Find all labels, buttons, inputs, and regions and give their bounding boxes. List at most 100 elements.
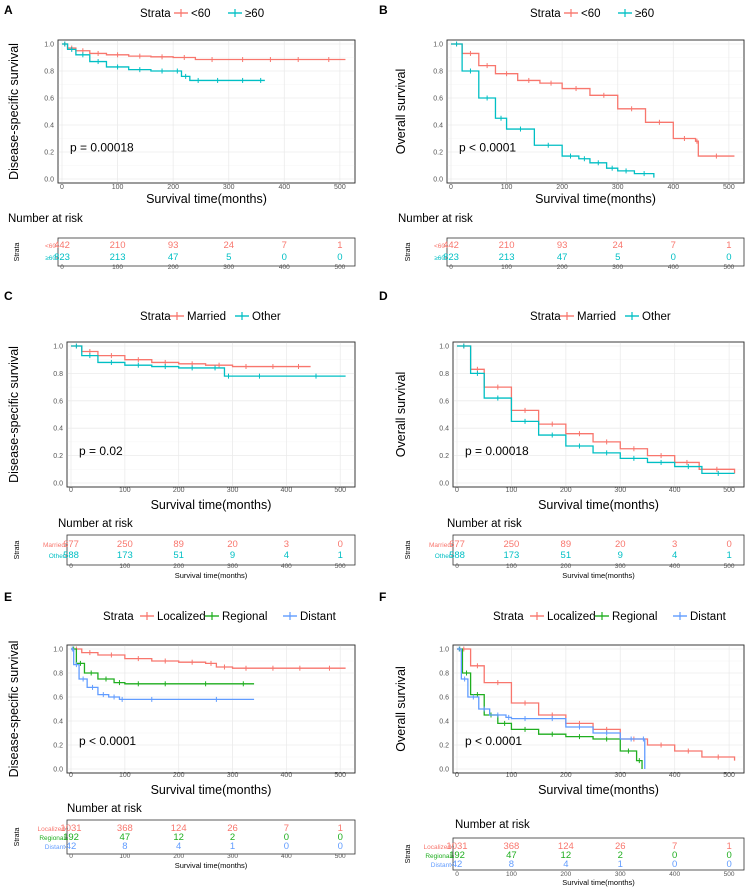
risk-table-title: Number at risk (58, 518, 133, 530)
risk-x-tick-label: 500 (723, 264, 734, 271)
y-tick-label: 0.4 (439, 719, 449, 726)
risk-count: 1031 (446, 841, 467, 852)
risk-table-title: Number at risk (455, 819, 530, 831)
legend-entry-0: Married (170, 311, 226, 323)
risk-x-axis-title: Survival time(months) (562, 571, 635, 580)
risk-count: 0 (672, 850, 677, 861)
risk-x-tick-label: 500 (724, 871, 735, 878)
risk-count: 210 (499, 240, 515, 251)
risk-count: 51 (561, 550, 572, 561)
panel-label: B (379, 3, 388, 17)
x-tick-label: 200 (556, 184, 568, 191)
risk-row-label: Distant (431, 862, 451, 869)
risk-x-tick-label: 300 (612, 264, 623, 271)
risk-count: 4 (563, 859, 568, 870)
y-tick-label: 0.8 (439, 371, 449, 378)
risk-count: 26 (615, 841, 626, 852)
risk-count: 0 (284, 841, 289, 852)
legend-entry-1: ≥60 (228, 8, 264, 20)
risk-count: 12 (561, 850, 572, 861)
x-tick-label: 400 (281, 487, 293, 494)
plot-frame (446, 39, 745, 184)
risk-count: 9 (618, 550, 623, 561)
risk-strata-label: Strata (405, 845, 412, 864)
risk-strata-label: Strata (14, 828, 21, 847)
risk-count: 0 (338, 832, 343, 843)
y-tick-label: 0.6 (439, 695, 449, 702)
risk-count: 8 (509, 859, 514, 870)
x-tick-label: 300 (614, 487, 626, 494)
x-axis-title: Survival time(months) (538, 783, 659, 797)
legend-entry-1: Other (625, 311, 671, 323)
y-axis-title: Overall survival (394, 372, 408, 457)
risk-x-tick-label: 400 (668, 264, 679, 271)
risk-count: 1 (726, 550, 731, 561)
legend-title: Strata (493, 611, 524, 623)
risk-count: 677 (63, 539, 79, 550)
panel-f: F Strata Localized Regional Distant 0.0 0.2 0.4… (379, 590, 745, 887)
y-tick-label: 0.2 (44, 150, 54, 157)
x-tick-label: 100 (112, 184, 124, 191)
risk-count: 93 (557, 240, 568, 251)
km-curve-Regional (71, 648, 255, 685)
p-value: p < 0.0001 (79, 734, 136, 748)
risk-count: 368 (117, 823, 133, 834)
risk-count: 442 (443, 240, 459, 251)
risk-x-tick-label: 500 (335, 563, 346, 570)
y-tick-label: 0.6 (53, 695, 63, 702)
risk-count: 124 (171, 823, 187, 834)
x-axis-title: Survival time(months) (151, 783, 272, 797)
legend-label: ≥60 (245, 8, 264, 20)
risk-count: 588 (449, 550, 465, 561)
risk-count: 823 (54, 252, 70, 263)
risk-count: 20 (227, 539, 238, 550)
x-tick-label: 300 (227, 487, 239, 494)
risk-x-tick-label: 0 (455, 871, 459, 878)
risk-count: 0 (338, 539, 343, 550)
y-tick-label: 0.2 (439, 743, 449, 750)
risk-count: 250 (117, 539, 133, 550)
x-tick-label: 300 (614, 772, 626, 779)
panel-label: A (4, 3, 13, 17)
risk-count: 24 (612, 240, 623, 251)
legend-title: Strata (140, 8, 171, 20)
risk-count: 1 (230, 841, 235, 852)
risk-x-axis-title: Survival time(months) (562, 878, 635, 887)
risk-row-label: ≥60 (45, 255, 56, 262)
risk-count: 7 (284, 823, 289, 834)
risk-count: 192 (449, 850, 465, 861)
risk-row-label: Married (429, 542, 451, 549)
risk-strata-label: Strata (405, 541, 412, 560)
risk-count: 20 (615, 539, 626, 550)
risk-count: 0 (284, 832, 289, 843)
x-tick-label: 100 (506, 772, 518, 779)
risk-x-tick-label: 200 (173, 853, 184, 860)
legend-title: Strata (530, 8, 561, 20)
legend-label: ≥60 (635, 8, 654, 20)
risk-count: 2 (618, 850, 623, 861)
risk-count: 3 (672, 539, 677, 550)
risk-x-tick-label: 400 (669, 563, 680, 570)
legend-entry-0: Localized (530, 611, 596, 623)
y-axis-title: Disease-specific survival (7, 641, 21, 778)
risk-x-tick-label: 500 (334, 264, 345, 271)
risk-x-tick-label: 400 (281, 563, 292, 570)
x-tick-label: 0 (449, 184, 453, 191)
x-tick-label: 400 (278, 184, 290, 191)
km-curve-Other (71, 345, 346, 377)
risk-count: 0 (282, 252, 287, 263)
km-curve-≥60 (451, 43, 655, 178)
risk-count: 51 (173, 550, 184, 561)
risk-x-tick-label: 300 (615, 871, 626, 878)
risk-count: 7 (672, 841, 677, 852)
y-tick-label: 1.0 (439, 344, 449, 351)
x-tick-label: 200 (173, 487, 185, 494)
y-tick-label: 0.2 (439, 453, 449, 460)
x-tick-label: 100 (119, 772, 131, 779)
x-tick-label: 300 (223, 184, 235, 191)
risk-count: 1 (338, 550, 343, 561)
risk-x-tick-label: 0 (455, 563, 459, 570)
risk-row-label: Other (435, 553, 452, 560)
risk-x-tick-label: 100 (501, 264, 512, 271)
